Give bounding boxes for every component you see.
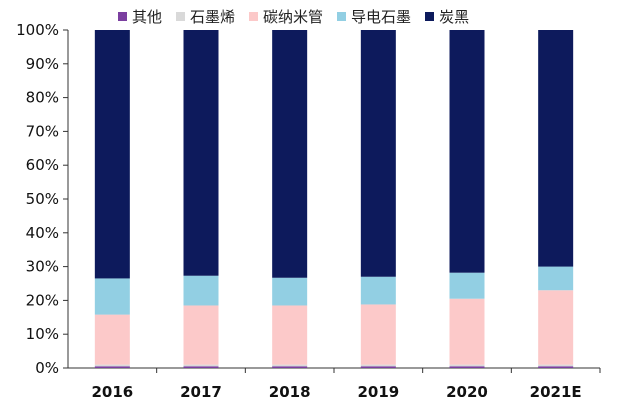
bar-segment bbox=[449, 364, 485, 367]
bar-segment bbox=[360, 276, 396, 305]
bar-segment bbox=[272, 364, 308, 367]
y-tick-label: 60% bbox=[26, 156, 59, 174]
legend-item: 炭黑 bbox=[425, 6, 469, 27]
bar-segment bbox=[360, 366, 396, 368]
bar-segment bbox=[538, 364, 574, 367]
y-tick-label: 20% bbox=[26, 291, 59, 309]
bar-segment bbox=[449, 272, 485, 299]
bar-segment bbox=[94, 30, 130, 279]
legend-label: 导电石墨 bbox=[351, 8, 412, 26]
legend-swatch bbox=[118, 12, 127, 21]
y-tick-label: 0% bbox=[35, 359, 59, 377]
bar-segment bbox=[449, 366, 485, 368]
y-tick-label: 50% bbox=[26, 190, 59, 208]
x-tick-label: 2016 bbox=[91, 383, 133, 401]
legend-swatch bbox=[249, 12, 259, 21]
bar-segment bbox=[183, 30, 219, 276]
bar-segment bbox=[272, 277, 308, 306]
bar-segment bbox=[538, 266, 574, 291]
y-tick-label: 80% bbox=[26, 89, 59, 107]
legend-item: 其他 bbox=[118, 6, 162, 27]
y-tick-label: 100% bbox=[16, 21, 59, 39]
legend-swatch bbox=[425, 12, 435, 21]
legend-item: 碳纳米管 bbox=[249, 6, 323, 27]
bar-segment bbox=[449, 30, 485, 273]
bar-segment bbox=[360, 30, 396, 277]
y-tick-label: 40% bbox=[26, 224, 59, 242]
y-tick-label: 90% bbox=[26, 55, 59, 73]
x-tick-label: 2017 bbox=[180, 383, 222, 401]
bar-segment bbox=[360, 304, 396, 365]
bar-segment bbox=[94, 366, 130, 368]
x-tick-label: 2018 bbox=[269, 383, 311, 401]
y-tick-label: 70% bbox=[26, 122, 59, 140]
legend-item: 石墨烯 bbox=[176, 6, 235, 27]
bar-segment bbox=[94, 314, 130, 365]
legend: 其他 石墨烯 碳纳米管 导电石墨 炭黑 bbox=[118, 6, 469, 27]
bar-segment bbox=[94, 278, 130, 315]
bar-segment bbox=[183, 364, 219, 367]
legend-label: 炭黑 bbox=[439, 8, 470, 26]
bar-segment bbox=[272, 366, 308, 368]
bar-segment bbox=[449, 298, 485, 365]
bar-segment bbox=[538, 30, 574, 267]
legend-label: 石墨烯 bbox=[190, 8, 236, 26]
legend-label: 碳纳米管 bbox=[263, 8, 324, 26]
bar-segment bbox=[538, 366, 574, 368]
legend-swatch bbox=[176, 12, 186, 21]
legend-item: 导电石墨 bbox=[337, 6, 411, 27]
bar-segment bbox=[538, 290, 574, 365]
x-tick-label: 2020 bbox=[446, 383, 488, 401]
x-tick-label: 2019 bbox=[357, 383, 399, 401]
x-tick-label: 2021E bbox=[530, 383, 582, 401]
bar-segment bbox=[183, 366, 219, 368]
bar-segment bbox=[272, 305, 308, 365]
legend-label: 其他 bbox=[132, 8, 163, 26]
bar-segment bbox=[272, 30, 308, 278]
bar-segment bbox=[94, 364, 130, 367]
legend-swatch bbox=[337, 12, 347, 21]
y-tick-label: 10% bbox=[26, 325, 59, 343]
y-tick-label: 30% bbox=[26, 258, 59, 276]
bar-segment bbox=[360, 364, 396, 367]
bar-segment bbox=[183, 275, 219, 306]
bar-segment bbox=[183, 305, 219, 365]
